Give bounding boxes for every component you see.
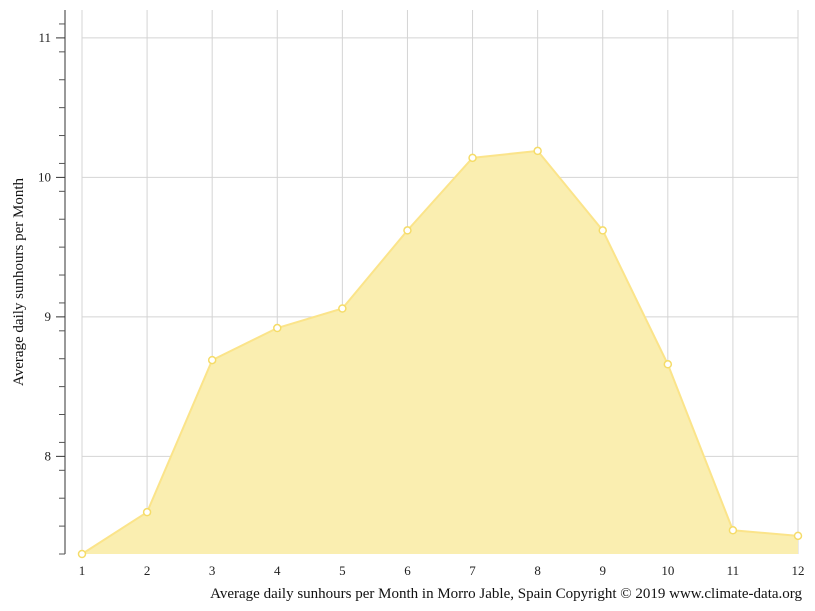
- data-point-month-4: [273, 323, 282, 333]
- axes: [56, 10, 66, 555]
- data-point-month-10: [663, 360, 673, 369]
- x-tick-label-10: 10: [661, 563, 674, 578]
- x-tick-label-5: 5: [339, 563, 346, 578]
- data-point-month-8: [533, 146, 542, 156]
- y-tick-label-9: 9: [45, 309, 52, 324]
- data-point-month-3: [207, 355, 217, 365]
- points-layer: [77, 146, 803, 559]
- data-point-month-7: [468, 153, 477, 163]
- y-tick-label-8: 8: [45, 448, 52, 463]
- y-tick-label-11: 11: [38, 30, 51, 45]
- data-point-month-9: [598, 226, 607, 235]
- x-tick-labels: 1 2 3 4 5 6 7 8 9 10 11 12: [79, 563, 805, 578]
- data-point-month-12: [793, 531, 803, 541]
- x-tick-label-9: 9: [599, 563, 606, 578]
- x-tick-label-1: 1: [79, 563, 86, 578]
- y-tick-label-10: 10: [38, 169, 51, 184]
- x-tick-label-4: 4: [274, 563, 281, 578]
- series-area-fill: [82, 150, 798, 554]
- x-tick-label-8: 8: [534, 563, 541, 578]
- data-point-month-1: [77, 549, 87, 559]
- data-point-month-2: [142, 507, 152, 517]
- data-point-month-6: [403, 226, 412, 235]
- x-tick-label-11: 11: [727, 563, 740, 578]
- x-tick-label-12: 12: [792, 563, 805, 578]
- y-tick-labels: 8 9 10 11: [38, 30, 51, 463]
- x-axis-title: Average daily sunhours per Month in Morr…: [210, 586, 802, 602]
- data-point-month-5: [338, 304, 347, 313]
- x-tick-label-2: 2: [144, 563, 151, 578]
- data-point-month-11: [728, 526, 738, 535]
- x-tick-label-3: 3: [209, 563, 216, 578]
- series-line: [81, 149, 799, 555]
- x-tick-label-6: 6: [404, 563, 411, 578]
- area-layer: [81, 149, 799, 555]
- x-tick-label-7: 7: [469, 563, 476, 578]
- y-axis-title: Average daily sunhours per Month: [11, 178, 27, 387]
